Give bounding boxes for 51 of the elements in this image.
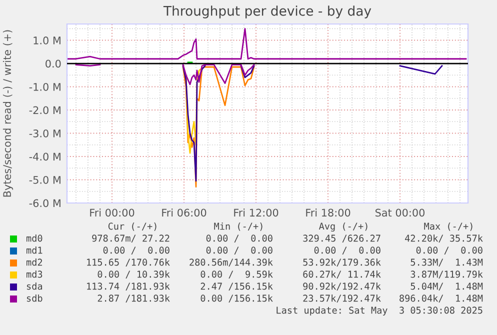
text: 0.00 /156.15k (200, 294, 273, 302)
y-tick-label: -4.0 M (29, 152, 60, 161)
text: 90.92k/192.47k (303, 282, 381, 290)
y-axis-title: Bytes/second read (-) / write (+) (2, 30, 14, 197)
text: 0.00 / 10.39k (98, 270, 170, 278)
text: 0.00 / 0.00 (103, 246, 170, 254)
text: Avg (-/+) (318, 222, 368, 232)
y-tick-label: 0.0 (46, 60, 61, 68)
legend-label: sdb (26, 294, 42, 302)
text: 113.74 /181.93k (87, 282, 170, 290)
text: Last update: Sat May 3 05:30:08 2025 (276, 306, 482, 316)
text: 896.04k/ 1.48M (400, 294, 483, 302)
line-series (67, 28, 467, 60)
x-tick-label: Fri 12:00 (234, 208, 278, 217)
text: 0.00 / 0.00 (206, 234, 272, 242)
text: 2.87 /181.93k (98, 294, 170, 302)
text: 23.57k/192.47k (303, 294, 381, 302)
chart-title: Throughput per device - by day (163, 6, 372, 18)
text: 0.00 / 0.00 (206, 246, 272, 254)
legend-label: md3 (26, 270, 42, 278)
text: 0.00 / 0.00 (416, 246, 482, 254)
legend-label: sda (26, 282, 42, 290)
y-tick-label: -1.0 M (29, 82, 60, 91)
y-tick-label: 1.0 M (34, 36, 60, 44)
legend-label: md1 (26, 246, 42, 254)
text: 329.45 /626.27 (303, 234, 380, 242)
y-tick-label: -6.0 M (29, 199, 60, 208)
text: Min (-/+) (214, 222, 262, 231)
text: 53.92k/179.36k (303, 258, 381, 266)
text: 42.20k/ 35.57k (405, 234, 483, 242)
text: 60.27k/ 11.74k (303, 270, 381, 278)
text: 2.47 /156.15k (200, 282, 273, 290)
text: 280.56m/144.39k (190, 258, 273, 266)
legend-label: md2 (26, 258, 42, 266)
y-tick-label: -5.0 M (29, 176, 60, 184)
text: 3.87M/119.79k (410, 270, 483, 278)
x-tick-label: Fri 00:00 (90, 208, 134, 217)
text: 0.00 / 0.00 (314, 246, 380, 254)
y-tick-label: -2.0 M (29, 106, 60, 114)
text: 5.04M/ 1.48M (410, 282, 483, 290)
x-tick-label: Sat 00:00 (375, 208, 425, 217)
x-tick-label: Fri 06:00 (162, 208, 206, 217)
y-tick-label: -3.0 M (29, 129, 60, 138)
text: 5.33M/ 1.43M (410, 258, 483, 266)
text: 115.65 /170.76k (87, 258, 170, 266)
legend-label: md0 (26, 234, 42, 242)
text: 0.00 / 9.59k (200, 270, 273, 278)
text: Max (-/+) (424, 222, 472, 231)
text: 978.67m/ 27.22 (92, 234, 170, 242)
text: Cur (-/+) (108, 222, 156, 231)
x-tick-label: Fri 18:00 (306, 208, 350, 217)
